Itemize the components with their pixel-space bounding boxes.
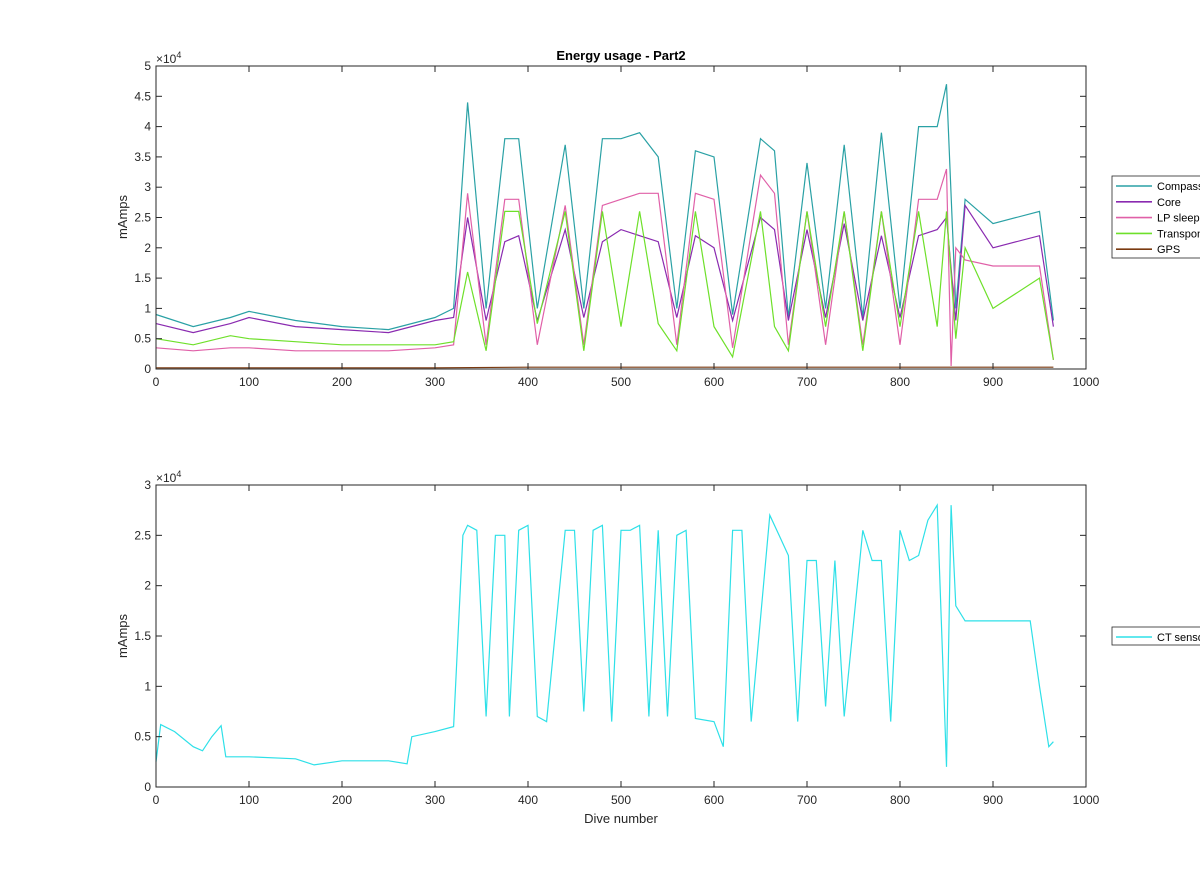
bottom-y-tick-label: 2.5 — [134, 528, 151, 542]
top-y-tick-label: 5 — [144, 59, 151, 73]
top-y-axis-label: mAmps — [115, 194, 130, 239]
bottom-y-tick-label: 1 — [144, 679, 151, 693]
top-x-tick-label: 500 — [611, 375, 631, 389]
top-y-tick-label: 3 — [144, 180, 151, 194]
bottom-legend[interactable]: CT sensor — [1111, 626, 1200, 646]
bottom-series-group — [155, 503, 1054, 767]
bottom-x-tick-label: 300 — [425, 793, 445, 807]
top-y-ticks: 0 0.5 1 1.5 2 2.5 3 3.5 4 4.5 5 — [134, 59, 1086, 376]
top-legend[interactable]: Compass Core LP sleep Transponder GPS — [1111, 175, 1200, 259]
top-legend-label: LP sleep — [1157, 213, 1200, 225]
top-series-line-gps — [156, 366, 1054, 369]
top-series-group — [155, 84, 1054, 369]
bottom-y-ticks: 0 0.5 1 1.5 2 2.5 3 — [134, 478, 1086, 794]
bottom-y-tick-label: 0.5 — [134, 730, 151, 744]
top-exponent-base: ×10 — [156, 52, 177, 66]
bottom-y-axis-label: mAmps — [115, 613, 130, 658]
top-y-exponent: ×104 — [156, 50, 181, 66]
top-exponent-power: 4 — [176, 50, 181, 60]
top-x-tick-label: 300 — [425, 375, 445, 389]
top-x-tick-label: 600 — [704, 375, 724, 389]
top-y-tick-label: 0 — [144, 362, 151, 376]
bottom-x-tick-label: 0 — [153, 793, 160, 807]
top-y-tick-label: 4.5 — [134, 89, 151, 103]
bottom-x-tick-label: 100 — [239, 793, 259, 807]
top-series-line-transponder — [155, 210, 1054, 361]
top-y-tick-label: 2.5 — [134, 211, 151, 225]
top-x-tick-label: 200 — [332, 375, 352, 389]
bottom-y-tick-label: 1.5 — [134, 629, 151, 643]
top-x-tick-label: 100 — [239, 375, 259, 389]
bottom-x-tick-label: 200 — [332, 793, 352, 807]
bottom-subplot: 0 100 200 300 400 500 600 700 800 900 1000 0 0.5 1 1.… — [115, 469, 1200, 826]
top-legend-label: Core — [1157, 197, 1181, 209]
top-x-tick-label: 1000 — [1073, 375, 1100, 389]
bottom-y-tick-label: 3 — [144, 478, 151, 492]
bottom-x-tick-label: 800 — [890, 793, 910, 807]
top-x-tick-label: 900 — [983, 375, 1003, 389]
bottom-exponent-power: 4 — [176, 469, 181, 479]
bottom-x-axis-label: Dive number — [584, 811, 658, 826]
bottom-x-tick-label: 500 — [611, 793, 631, 807]
top-x-tick-label: 700 — [797, 375, 817, 389]
bottom-y-tick-label: 0 — [144, 780, 151, 794]
top-y-tick-label: 1.5 — [134, 271, 151, 285]
top-legend-label: Compass — [1157, 181, 1200, 193]
top-legend-label: GPS — [1157, 244, 1180, 256]
top-y-tick-label: 1 — [144, 301, 151, 315]
bottom-x-tick-label: 400 — [518, 793, 538, 807]
top-y-tick-label: 4 — [144, 120, 151, 134]
top-x-tick-label: 400 — [518, 375, 538, 389]
bottom-legend-box — [1111, 626, 1200, 646]
top-x-ticks: 0 100 200 300 400 500 600 700 800 900 1000 — [153, 66, 1100, 389]
top-x-tick-label: 800 — [890, 375, 910, 389]
bottom-x-tick-label: 1000 — [1073, 793, 1100, 807]
bottom-x-ticks: 0 100 200 300 400 500 600 700 800 900 1000 — [153, 485, 1100, 807]
bottom-y-exponent: ×104 — [156, 469, 181, 485]
top-x-tick-label: 0 — [153, 375, 160, 389]
top-legend-label: Transponder — [1157, 228, 1200, 240]
bottom-x-tick-label: 700 — [797, 793, 817, 807]
top-chart-title: Energy usage - Part2 — [556, 48, 685, 63]
bottom-exponent-base: ×10 — [156, 471, 177, 485]
top-series-line-compass — [155, 84, 1054, 331]
top-y-tick-label: 2 — [144, 241, 151, 255]
bottom-legend-label: CT sensor — [1157, 632, 1200, 644]
bottom-y-tick-label: 2 — [144, 579, 151, 593]
top-y-tick-label: 3.5 — [134, 150, 151, 164]
bottom-series-line-ct-sensor — [155, 503, 1054, 767]
top-series-line-lp-sleep — [155, 168, 1054, 367]
top-subplot: Energy usage - Part2 0 100 200 300 400 500 600… — [115, 48, 1200, 389]
bottom-x-tick-label: 600 — [704, 793, 724, 807]
bottom-x-tick-label: 900 — [983, 793, 1003, 807]
top-series-line-core — [155, 203, 1054, 334]
top-y-tick-label: 0.5 — [134, 332, 151, 346]
